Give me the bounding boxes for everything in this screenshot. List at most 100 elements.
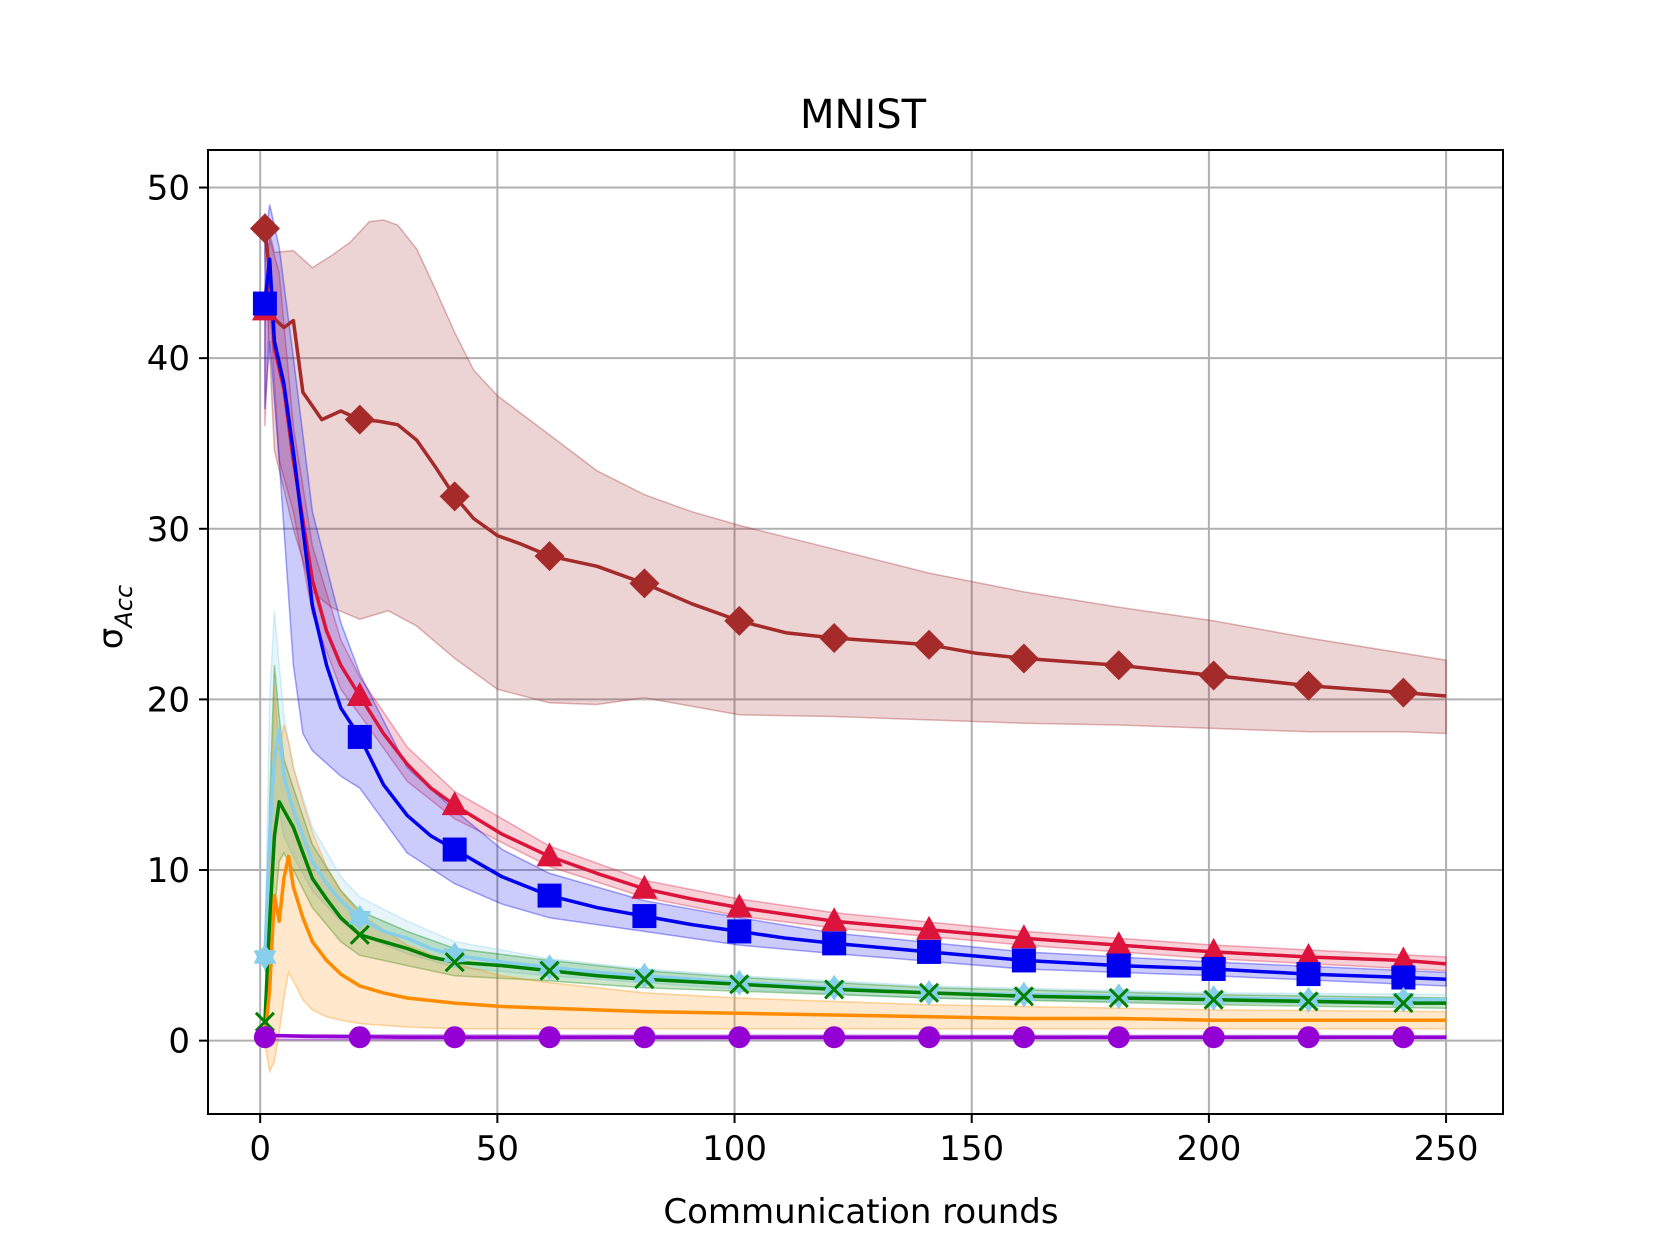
data-point-circle: [443, 1026, 466, 1049]
data-point-star: [633, 962, 656, 989]
data-point-triangle: [346, 681, 373, 706]
data-point-circle: [918, 1026, 941, 1049]
data-point-circle: [728, 1026, 751, 1049]
data-point-square: [1296, 962, 1321, 987]
data-point-square: [822, 931, 847, 956]
data-point-circle: [1012, 1026, 1035, 1049]
data-point-star: [1392, 986, 1415, 1013]
confidence-band-2: [264, 204, 1447, 987]
data-point-square: [442, 837, 467, 862]
data-point-square: [252, 291, 277, 316]
data-point-x: [539, 960, 560, 981]
data-point-square: [1201, 956, 1226, 981]
y-tick-label: 30: [147, 510, 190, 550]
series-line-0: [263, 228, 1447, 698]
data-point-x: [729, 974, 750, 995]
data-point-triangle: [1010, 924, 1037, 949]
data-point-circle: [1107, 1026, 1130, 1049]
data-point-triangle: [916, 915, 943, 940]
data-point-square: [917, 939, 942, 964]
series-line-4: [263, 800, 1447, 1022]
data-point-circle: [253, 1026, 276, 1049]
data-point-star: [538, 954, 561, 981]
y-axis-label-symbol: σ: [91, 628, 131, 650]
x-axis-label: Communication rounds: [663, 1192, 1058, 1232]
data-point-triangle: [726, 893, 753, 918]
data-point-diamond: [344, 404, 375, 435]
series-lines: [263, 228, 1447, 1039]
confidence-band-5: [264, 685, 1447, 1074]
confidence-band-0: [264, 212, 1447, 735]
data-point-triangle: [631, 874, 658, 899]
series-line-2: [263, 257, 1447, 981]
x-axis: 0 50 100 150 200 250: [249, 1114, 1479, 1169]
x-tick-label: 250: [1414, 1129, 1479, 1169]
data-point-x: [1013, 986, 1034, 1007]
data-point-circle: [348, 1026, 371, 1049]
data-point-x: [1298, 991, 1319, 1012]
chart-title: MNIST: [800, 92, 927, 138]
data-point-star: [253, 944, 277, 970]
data-point-triangle: [536, 842, 563, 867]
data-point-triangle: [1105, 931, 1132, 956]
data-point-diamond: [534, 541, 565, 572]
data-point-square: [1106, 953, 1131, 978]
y-tick-label: 0: [168, 1022, 190, 1062]
data-point-circle: [633, 1026, 656, 1049]
data-point-star: [348, 904, 372, 931]
y-axis-label-subscript: Acc: [110, 585, 138, 630]
y-axis-label: σAcc: [91, 585, 138, 649]
data-point-triangle: [1200, 937, 1227, 962]
data-point-x: [444, 952, 465, 973]
plot-frame: [207, 149, 1504, 1115]
data-point-diamond: [1103, 650, 1134, 681]
data-point-x: [1393, 993, 1414, 1014]
data-point-diamond: [819, 622, 850, 653]
data-point-circle: [1392, 1026, 1415, 1049]
series-line-5: [263, 854, 1447, 1038]
data-point-circle: [538, 1026, 561, 1049]
data-point-triangle: [821, 907, 848, 932]
data-point-x: [1203, 989, 1224, 1010]
data-point-diamond: [914, 629, 945, 660]
data-point-x: [824, 979, 845, 1000]
x-tick-label: 100: [702, 1129, 767, 1169]
x-tick-label: 0: [249, 1129, 271, 1169]
data-point-diamond: [1198, 660, 1229, 691]
data-point-square: [537, 883, 562, 908]
y-tick-label: 10: [147, 851, 190, 891]
data-point-diamond: [724, 605, 755, 636]
y-tick-label: 40: [147, 339, 190, 379]
confidence-bands: [264, 204, 1447, 1074]
data-point-triangle: [1295, 943, 1322, 968]
x-tick-label: 150: [939, 1129, 1004, 1169]
data-point-x: [254, 1011, 275, 1032]
data-point-diamond: [629, 568, 660, 599]
data-point-star: [443, 942, 466, 969]
y-axis: 0 10 20 30 40 50: [147, 169, 208, 1062]
data-point-square: [632, 904, 657, 929]
x-tick-label: 50: [476, 1129, 519, 1169]
data-point-square: [347, 724, 372, 749]
data-point-diamond: [1388, 677, 1419, 708]
data-point-square: [727, 919, 752, 944]
data-point-x: [918, 982, 940, 1003]
data-point-x: [634, 969, 655, 990]
data-point-square: [1011, 948, 1036, 973]
data-point-diamond: [1293, 670, 1324, 701]
data-point-triangle: [1390, 946, 1417, 971]
data-point-circle: [1297, 1026, 1320, 1049]
data-point-diamond: [1008, 643, 1039, 674]
data-point-circle: [1202, 1026, 1225, 1049]
data-point-x: [349, 924, 370, 945]
data-point-diamond: [439, 481, 470, 512]
data-point-circle: [823, 1026, 846, 1049]
series-markers: [249, 213, 1419, 1049]
series-line-6: [264, 1033, 1447, 1039]
data-point-triangle: [441, 791, 468, 816]
grid: [208, 150, 1503, 1114]
data-point-x: [1108, 987, 1129, 1009]
x-tick-label: 200: [1176, 1129, 1241, 1169]
